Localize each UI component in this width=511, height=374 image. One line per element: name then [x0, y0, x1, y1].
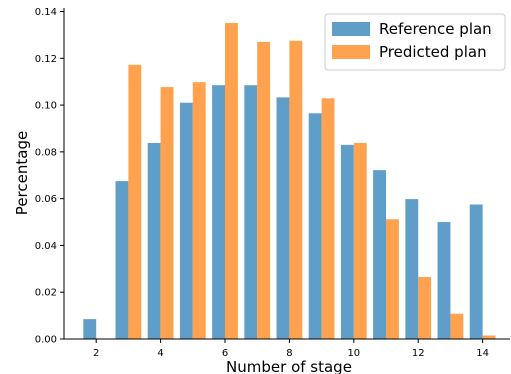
legend-label: Predicted plan	[379, 43, 487, 61]
bar-predicted-13	[450, 313, 464, 339]
bar-predicted-8	[289, 40, 303, 339]
bar-predicted-10	[353, 142, 367, 339]
bar-reference-4	[147, 142, 161, 339]
bar-predicted-14	[482, 335, 496, 339]
bar-reference-9	[308, 113, 322, 340]
bar-predicted-6	[225, 22, 238, 339]
bar-predicted-7	[257, 41, 271, 340]
bar-predicted-5	[192, 82, 206, 340]
bar-reference-10	[340, 144, 354, 339]
y-tick-label: 0.14	[35, 7, 57, 18]
bar-predicted-3	[128, 64, 142, 339]
bar-reference-7	[244, 85, 258, 339]
y-tick-label: 0.00	[35, 335, 57, 346]
legend-label: Reference plan	[379, 20, 492, 38]
bar-predicted-4	[160, 87, 174, 339]
x-tick-label: 6	[222, 348, 228, 359]
y-tick-label: 0.10	[35, 101, 57, 112]
x-tick-label: 10	[347, 348, 360, 359]
bar-reference-11	[373, 170, 387, 339]
x-axis-label: Number of stage	[226, 358, 352, 374]
bar-reference-8	[276, 97, 290, 339]
x-tick-label: 2	[93, 348, 99, 359]
x-tick-label: 12	[412, 348, 425, 359]
y-tick-label: 0.04	[35, 241, 57, 252]
y-tick-label: 0.08	[35, 147, 57, 158]
bar-predicted-12	[418, 277, 432, 339]
y-tick-label: 0.12	[35, 54, 57, 65]
axes-layer: 0.00 0.02 0.04 0.06 0.08 0.10 0.12 0.14 2 4 6 8 10 12…	[35, 7, 510, 359]
bar-predicted-9	[321, 98, 335, 339]
bar-reference-6	[212, 85, 226, 339]
bar-reference-2	[83, 319, 97, 339]
legend-swatch	[332, 22, 370, 36]
legend-swatch	[332, 45, 370, 59]
bars-layer	[83, 22, 496, 340]
legend: Reference plan Predicted plan	[324, 13, 506, 71]
bar-reference-14	[469, 204, 483, 339]
bar-reference-12	[405, 199, 419, 339]
bar-reference-3	[115, 181, 129, 339]
x-tick-label: 4	[157, 348, 163, 359]
x-tick-label: 8	[286, 348, 292, 359]
bar-reference-5	[179, 102, 193, 340]
bar-reference-13	[437, 222, 451, 339]
bar-predicted-11	[386, 219, 399, 339]
y-tick-label: 0.02	[35, 288, 57, 299]
y-tick-label: 0.06	[35, 194, 57, 205]
y-axis-label: Percentage	[13, 131, 31, 215]
x-tick-label: 14	[476, 348, 489, 359]
